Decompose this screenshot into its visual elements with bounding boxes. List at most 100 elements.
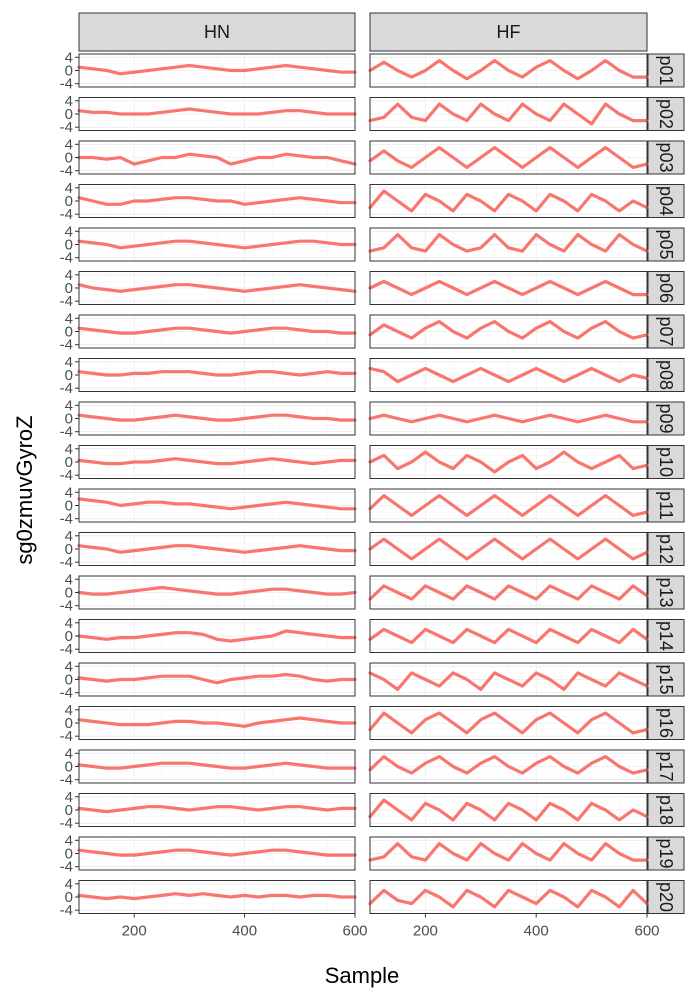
y-tick-label: 0 [65, 802, 73, 819]
series-line-p07-hf [368, 320, 649, 340]
y-tick-label: -4 [60, 554, 73, 571]
facet-row-p15: p15 -404 [60, 658, 685, 702]
row-strip-label: p17 [656, 751, 676, 781]
series-line-p04-hf [368, 189, 649, 213]
y-tick-label: -4 [60, 206, 73, 223]
panel-p03-hf [368, 140, 649, 175]
row-strip-p04 [647, 184, 685, 218]
y-tick-label: 4 [65, 789, 73, 806]
panel-p02-hf [368, 97, 649, 131]
panel-border [369, 575, 648, 610]
panel-p08-hf [368, 358, 649, 392]
panel-p04-hf [368, 184, 649, 218]
y-tick-label: 4 [65, 49, 73, 66]
series-line-p13-hf [368, 584, 649, 601]
facet-row-p04: p04 -404 [60, 180, 685, 223]
panel-border [369, 880, 648, 914]
panel-border [369, 445, 648, 479]
panel-border [369, 53, 648, 88]
series-line-p05-hf [368, 233, 649, 253]
series-line-p01-hf [368, 58, 649, 81]
y-tick-label: 0 [65, 106, 73, 123]
series-line-p18-hn [77, 805, 357, 814]
row-strip-label: p05 [656, 229, 676, 259]
panel-p17-hf [368, 749, 649, 784]
row-strip-p19 [647, 836, 685, 871]
y-tick-label: 0 [65, 454, 73, 471]
panel-border [369, 227, 648, 262]
series-line-p20-hn [77, 892, 357, 901]
series-line-p03-hn [77, 152, 357, 166]
y-tick-label: -4 [60, 337, 73, 354]
series-line-p11-hf [368, 494, 649, 518]
series-line-p17-hn [77, 761, 357, 770]
y-tick-label: 0 [65, 324, 73, 341]
panel-border [369, 532, 648, 566]
x-tick-label: 400 [524, 923, 549, 940]
facet-row-p02: p02 -404 [60, 93, 685, 136]
y-tick-label: -4 [60, 293, 73, 310]
panel-p14-hf [368, 619, 649, 653]
series-line-p16-hn [77, 716, 357, 728]
facet-row-p11: p11 -404 [60, 484, 685, 528]
series-line-p11-hn [77, 497, 357, 511]
x-tick-label: 600 [342, 923, 367, 940]
panel-p17-hn [77, 749, 357, 784]
y-tick-label: 0 [65, 411, 73, 428]
facet-row-p03: p03 -404 [60, 136, 685, 180]
panel-p18-hf [368, 793, 649, 827]
row-strip-p07 [647, 314, 685, 349]
panel-p02-hn [77, 97, 357, 131]
panel-border [369, 271, 648, 305]
series-line-p08-hn [77, 370, 357, 377]
series-line-p14-hn [77, 629, 357, 643]
y-tick-label: 0 [65, 628, 73, 645]
y-tick-label: -4 [60, 598, 73, 615]
row-strip-p10 [647, 445, 685, 479]
y-tick-label: 4 [65, 93, 73, 110]
x-axis-title: Sample [325, 963, 400, 988]
series-line-p10-hn [77, 457, 357, 466]
series-line-p19-hn [77, 848, 357, 857]
y-tick-label: 0 [65, 759, 73, 776]
y-tick-label: -4 [60, 119, 73, 136]
y-tick-label: 0 [65, 541, 73, 558]
y-tick-label: -4 [60, 641, 73, 658]
y-tick-label: 4 [65, 571, 73, 588]
x-tick-label: 600 [634, 923, 659, 940]
row-strip-label: p04 [656, 186, 676, 216]
row-strip-label: p16 [656, 708, 676, 738]
y-tick-label: 4 [65, 136, 73, 153]
facet-row-p06: p06 -404 [60, 267, 685, 310]
panel-border [369, 619, 648, 653]
y-tick-label: 4 [65, 876, 73, 893]
chart-root: HN HFp01-404p02-404p03-404p04-404p05-404p… [60, 12, 685, 940]
y-tick-label: 4 [65, 354, 73, 371]
y-tick-label: 0 [65, 237, 73, 254]
y-tick-label: 4 [65, 832, 73, 849]
panel-p10-hf [368, 445, 649, 479]
panel-p15-hf [368, 662, 649, 697]
panel-border [369, 793, 648, 827]
column-strip-label: HF [497, 22, 521, 42]
row-strip-p11 [647, 488, 685, 523]
y-tick-label: 4 [65, 310, 73, 327]
row-strip-label: p12 [656, 534, 676, 564]
row-strip-label: p01 [656, 55, 676, 85]
panel-p13-hf [368, 575, 649, 610]
row-strip-label: p08 [656, 360, 676, 390]
row-strip-label: p07 [656, 316, 676, 346]
x-tick-label: 400 [232, 923, 257, 940]
y-tick-label: 4 [65, 180, 73, 197]
y-tick-label: 4 [65, 745, 73, 762]
panel-border [369, 401, 648, 436]
panel-border [369, 836, 648, 871]
y-tick-label: 0 [65, 715, 73, 732]
panel-p12-hn [77, 532, 357, 566]
row-strip-p09 [647, 401, 685, 436]
panel-p01-hn [77, 53, 357, 88]
panel-p15-hn [77, 662, 357, 697]
column-strip-hn [78, 12, 356, 52]
y-tick-label: -4 [60, 685, 73, 702]
